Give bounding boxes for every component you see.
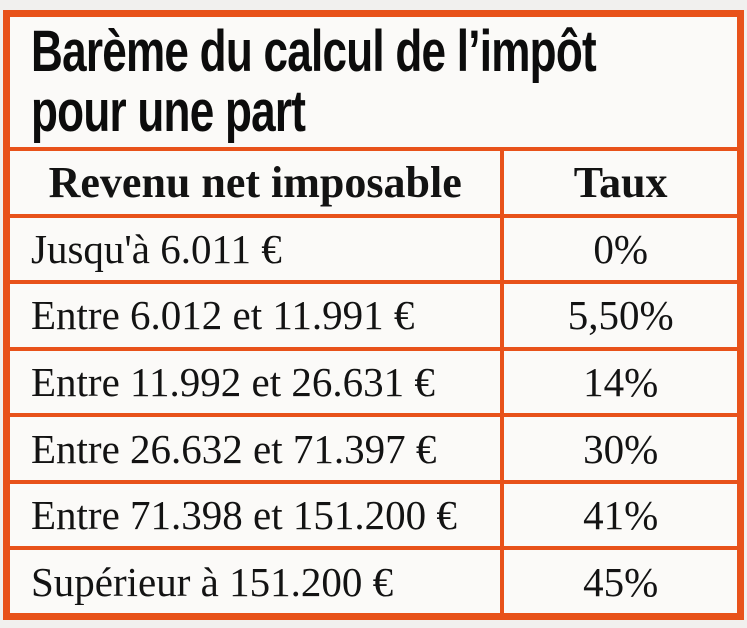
tax-rate-cell: 45%	[583, 558, 659, 605]
income-range-cell: Entre 26.632 et 71.397 €	[10, 417, 505, 480]
table-row: Entre 26.632 et 71.397 € 30%	[10, 413, 737, 480]
income-range-cell: Entre 71.398 et 151.200 €	[10, 483, 505, 547]
income-range-cell: Supérieur à 151.200 €	[10, 550, 505, 614]
title-block: Barème du calcul de l’impôt pour une par…	[10, 17, 737, 147]
page-title-line-1: Barème du calcul de l’impôt	[31, 19, 597, 85]
table-row: Entre 6.012 et 11.991 € 5,50%	[10, 280, 737, 347]
table-row: Entre 71.398 et 151.200 € 41%	[10, 479, 737, 547]
tax-rate-cell: 0%	[593, 225, 648, 272]
tax-bracket-table: Revenu net imposable Taux Jusqu'à 6.011 …	[10, 147, 737, 614]
tax-rate-cell: 41%	[583, 492, 659, 539]
column-header-taux: Taux	[573, 157, 668, 207]
tax-rate-cell: 5,50%	[567, 292, 674, 339]
income-range-cell: Jusqu'à 6.011 €	[10, 217, 505, 281]
page-title: Barème du calcul de l’impôt pour une par…	[31, 19, 597, 144]
table-row: Entre 11.992 et 26.631 € 14%	[10, 346, 737, 414]
table-header-row: Revenu net imposable Taux	[10, 147, 737, 214]
column-header-revenu: Revenu net imposable	[10, 151, 505, 214]
income-range-cell: Entre 6.012 et 11.991 €	[10, 284, 505, 347]
table-row: Supérieur à 151.200 € 45%	[10, 546, 737, 614]
table-row: Jusqu'à 6.011 € 0%	[10, 213, 737, 281]
tax-rate-cell: 14%	[583, 359, 659, 406]
tax-rate-cell: 30%	[583, 425, 659, 472]
income-range-cell: Entre 11.992 et 26.631 €	[10, 350, 505, 414]
page-title-line-2: pour une part	[31, 79, 306, 144]
tax-scale-sheet: Barème du calcul de l’impôt pour une par…	[3, 10, 744, 620]
